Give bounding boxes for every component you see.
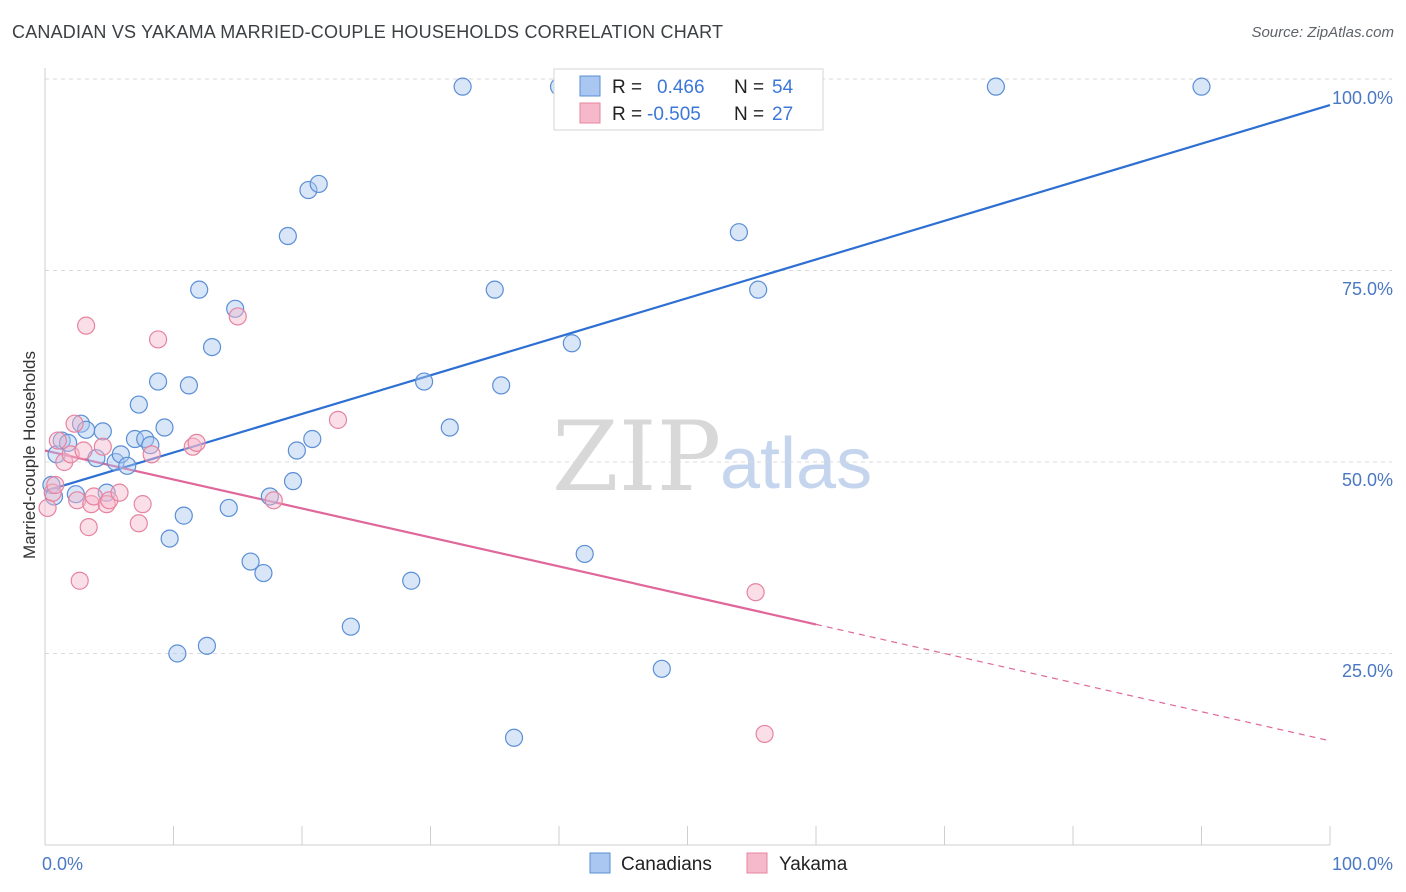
canadians-point <box>341 617 360 636</box>
yakama-trend-line <box>44 449 817 626</box>
canadians-point <box>160 529 179 548</box>
stats-legend: R = 0.466 N = 54 R = -0.505 N = 27 <box>553 68 824 131</box>
legend-r-value: 0.466 <box>657 77 705 98</box>
y-tick-label: 25.0% <box>1342 661 1393 681</box>
canadians-point <box>219 498 238 518</box>
canadians-point <box>453 77 472 96</box>
watermark-zip: ZIP <box>552 401 721 513</box>
canadians-point <box>485 280 504 299</box>
yakama-point <box>264 491 283 510</box>
canadians-point <box>562 334 581 353</box>
chart-title: CANADIAN VS YAKAMA MARRIED-COUPLE HOUSEH… <box>12 22 724 42</box>
canadians-point <box>729 223 749 242</box>
canadians-point <box>179 376 199 395</box>
canadians-point <box>141 436 160 455</box>
y-tick-label: 50.0% <box>1342 470 1393 490</box>
yakama-point <box>65 414 84 433</box>
canadians-point <box>283 472 303 491</box>
yakama-point <box>133 495 152 514</box>
canadians-point <box>125 429 145 449</box>
yakama-point <box>142 445 161 464</box>
canadians-point <box>652 659 671 678</box>
axes <box>44 68 1331 846</box>
legend-n-value: 27 <box>772 104 793 125</box>
canadians-point <box>129 395 148 414</box>
source-label: Source: ZipAtlas.com <box>1251 24 1394 41</box>
legend-swatch-yakama <box>579 102 601 124</box>
yakama-point <box>110 483 129 502</box>
watermark: ZIP atlas <box>552 401 872 513</box>
canadians-point <box>414 372 434 391</box>
canadians-point <box>174 506 193 525</box>
y-axis-label: Married-couple Households <box>20 351 39 559</box>
canadians-point <box>148 372 168 391</box>
yakama-point <box>38 498 57 518</box>
canadians-point <box>309 174 328 194</box>
yakama-trend-extension <box>815 623 1331 742</box>
canadians-point <box>504 728 524 747</box>
y-tick-label: 75.0% <box>1342 279 1393 299</box>
canadians-point <box>155 418 174 437</box>
canadians-point <box>111 445 130 464</box>
canadians-point <box>118 456 137 475</box>
trend-lines <box>44 103 1331 742</box>
canadians-point <box>241 552 260 571</box>
legend-n-value: 54 <box>772 77 794 98</box>
yakama-point <box>746 583 765 602</box>
yakama-point <box>148 330 168 349</box>
legend-n-label: N = <box>734 104 764 125</box>
yakama-point <box>100 491 119 510</box>
y-tick-label: 100.0% <box>1332 88 1393 108</box>
canadians-point <box>402 571 421 590</box>
canadians-point <box>287 441 306 460</box>
yakama-point <box>93 437 112 456</box>
series-legend-label-yakama: Yakama <box>779 854 848 875</box>
canadians-point <box>47 445 66 464</box>
watermark-atlas: atlas <box>720 424 872 504</box>
canadians-point <box>66 485 85 504</box>
canadians-point <box>749 280 768 299</box>
x-tick-label-min: 0.0% <box>42 854 83 874</box>
legend-r-value: -0.505 <box>647 104 701 125</box>
canadians-point <box>197 636 217 655</box>
canadians-point <box>1192 77 1211 96</box>
canadians-trend-line <box>44 103 1331 493</box>
yakama-point <box>129 514 148 533</box>
yakama-point <box>77 316 96 335</box>
canadians-point <box>42 475 61 495</box>
yakama-point <box>74 441 93 460</box>
yakama-point <box>48 431 67 450</box>
canadians-point <box>202 338 222 357</box>
canadians-point <box>299 180 318 200</box>
canadians-point <box>440 418 459 437</box>
yakama-point <box>46 475 65 495</box>
canadians-point <box>93 422 112 441</box>
data-points <box>38 77 1211 747</box>
legend-r-label: R = <box>612 104 642 125</box>
yakama-point <box>187 433 206 452</box>
legend-swatch-canadians <box>579 75 601 97</box>
canadians-point <box>278 226 297 246</box>
legend-r-label: R = <box>612 77 642 98</box>
canadians-point <box>303 429 322 449</box>
grid-lines <box>45 78 1392 654</box>
canadians-point <box>190 280 209 299</box>
series-legend: Canadians Yakama <box>589 852 848 875</box>
x-tick-label-max: 100.0% <box>1332 854 1393 874</box>
yakama-point <box>228 307 247 326</box>
canadians-point <box>168 644 187 663</box>
yakama-point <box>70 571 89 590</box>
yakama-point <box>79 518 98 537</box>
canadians-point <box>986 77 1006 96</box>
yakama-point <box>755 724 774 744</box>
legend-n-label: N = <box>734 77 764 98</box>
series-legend-label-canadians: Canadians <box>621 854 712 875</box>
series-legend-swatch-canadians <box>589 852 611 874</box>
canadians-point <box>575 544 594 564</box>
canadians-point <box>254 563 273 583</box>
yakama-point <box>328 410 348 429</box>
series-legend-swatch-yakama <box>746 852 768 874</box>
canadians-point <box>492 376 511 395</box>
